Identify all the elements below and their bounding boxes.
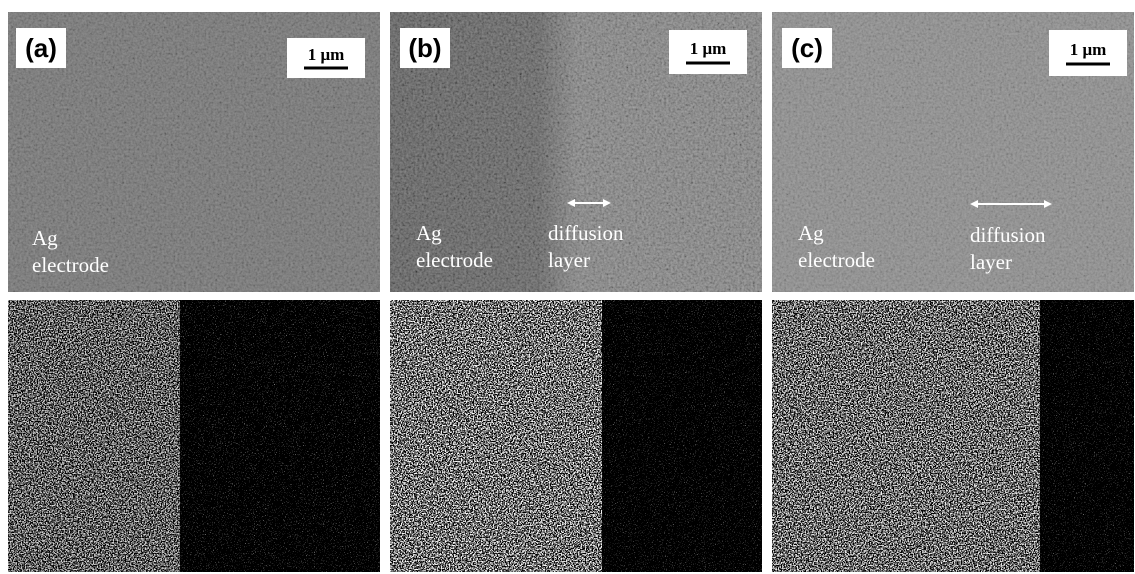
annotation-line: Ag — [798, 221, 824, 245]
scale-bar-label: 1 μm — [1070, 40, 1107, 59]
annotation-line: electrode — [416, 248, 493, 272]
panel-a: (a) 1 μm Ag electrode — [8, 12, 380, 572]
map-speckle — [180, 300, 380, 572]
annotation-line: layer — [548, 248, 590, 272]
annotation-line: diffusion — [970, 223, 1046, 247]
annotation-line: layer — [970, 250, 1012, 274]
map-speckle — [602, 300, 762, 572]
panel-b: (b) 1 μm Ag electrode diffusion layer — [390, 12, 762, 572]
annotation-line: electrode — [32, 253, 109, 277]
panel-label: (a) — [25, 33, 57, 63]
scale-bar-label: 1 μm — [690, 39, 727, 58]
panel-c: (c) 1 μm Ag electrode diffusion layer — [772, 12, 1134, 572]
annotation-line: diffusion — [548, 221, 624, 245]
map-speckle — [8, 300, 180, 572]
panel-label: (b) — [408, 33, 441, 63]
annotation-line: Ag — [32, 226, 58, 250]
map-speckle — [390, 300, 602, 572]
map-speckle — [1040, 300, 1134, 572]
annotation-line: Ag — [416, 221, 442, 245]
scale-bar-label: 1 μm — [308, 45, 345, 64]
map-speckle — [772, 300, 1040, 572]
annotation-line: electrode — [798, 248, 875, 272]
panel-label: (c) — [791, 33, 823, 63]
figure: (a) 1 μm Ag electrode (b) 1 μm Ag electrod… — [0, 0, 1135, 574]
